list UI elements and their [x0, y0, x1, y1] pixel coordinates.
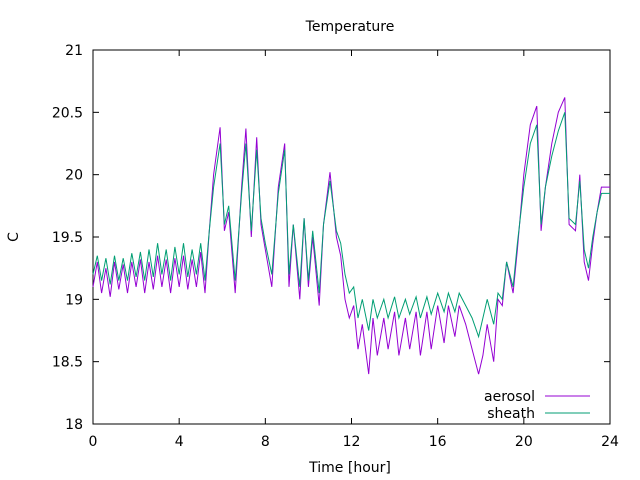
y-tick-label: 18 — [65, 417, 83, 433]
x-tick-label: 12 — [343, 434, 361, 450]
x-tick-label: 24 — [601, 434, 619, 450]
y-tick-label: 21 — [65, 43, 83, 59]
y-axis: 18 18.5 19 19.5 20 20.5 21 — [52, 43, 610, 433]
y-tick-label: 19 — [65, 292, 83, 308]
y-tick-label: 20 — [65, 168, 83, 184]
x-tick-label: 20 — [515, 434, 533, 450]
y-axis-label: C — [6, 232, 22, 242]
x-axis: 0 4 8 12 16 20 24 — [89, 50, 619, 450]
legend-label-aerosol: aerosol — [484, 389, 535, 405]
y-tick-label: 20.5 — [52, 105, 83, 121]
x-axis-label: Time [hour] — [308, 460, 391, 476]
series-layer — [92, 97, 610, 375]
chart-title: Temperature — [305, 19, 395, 35]
plot-frame — [92, 49, 611, 425]
series-line-aerosol — [92, 97, 610, 375]
x-tick-label: 4 — [175, 434, 184, 450]
x-tick-label: 16 — [429, 434, 447, 450]
legend-label-sheath: sheath — [487, 406, 535, 422]
x-tick-label: 8 — [261, 434, 270, 450]
y-tick-label: 18.5 — [52, 355, 83, 371]
legend: aerosol sheath — [484, 389, 590, 422]
x-tick-label: 0 — [89, 434, 98, 450]
series-line-sheath — [92, 112, 610, 339]
y-tick-label: 19.5 — [52, 230, 83, 246]
